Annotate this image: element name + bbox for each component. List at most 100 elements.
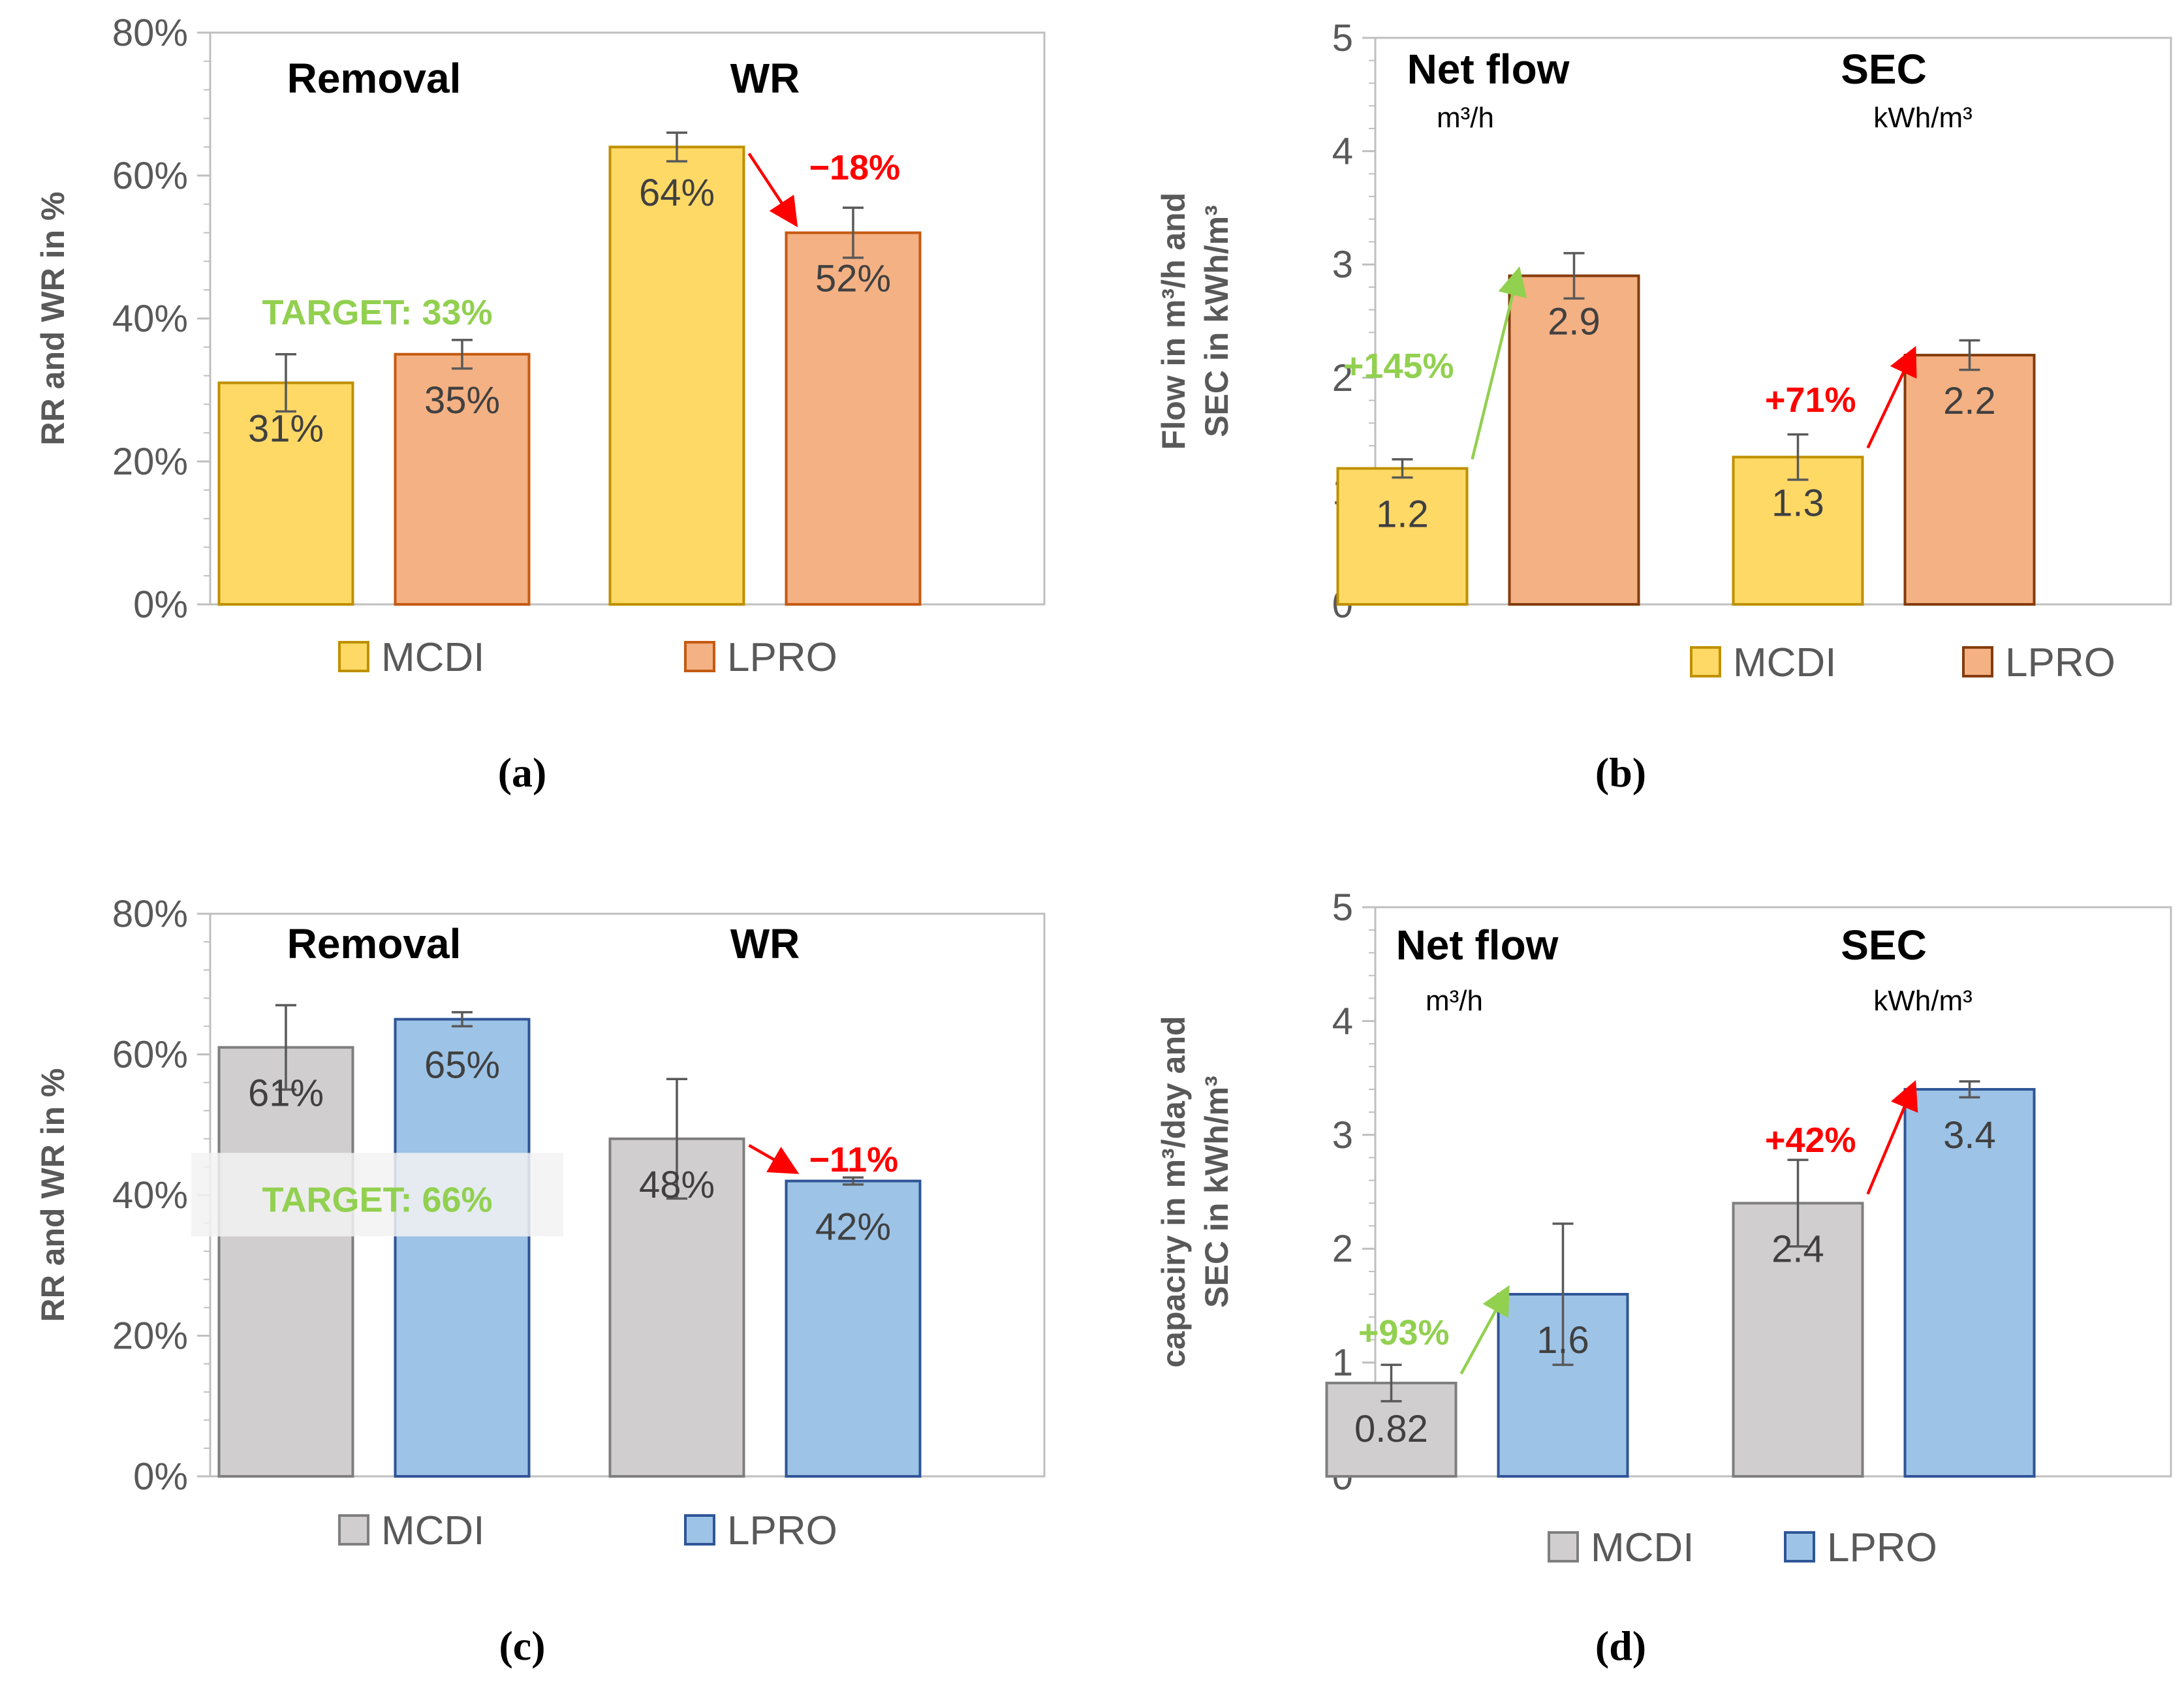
legend-swatch-mcdi (338, 641, 369, 672)
panel-caption: (d) (1595, 1623, 1646, 1669)
change-label: +93% (1358, 1313, 1450, 1352)
bar-lpro (785, 1179, 922, 1478)
panel-caption: (c) (499, 1623, 545, 1669)
data-label: 61% (248, 1072, 324, 1115)
target-box (191, 1153, 563, 1237)
y-axis-label: SEC in kWh/m³ (1198, 1076, 1235, 1308)
change-label: +145% (1343, 347, 1454, 386)
legend-swatch-mcdi (1548, 1531, 1579, 1563)
legend-label-lpro: LPRO (727, 635, 837, 680)
target-label: TARGET: 66% (262, 1180, 492, 1219)
bar-lpro (1903, 354, 2036, 606)
y-tick-label: 40% (112, 1174, 188, 1217)
legend-label-lpro: LPRO (1827, 1525, 1937, 1570)
bar-lpro (785, 231, 922, 606)
change-arrow (1866, 1080, 1918, 1195)
data-label: 2.4 (1771, 1228, 1824, 1270)
group-unit: kWh/m³ (1873, 102, 1973, 134)
y-tick-label: 2 (1332, 1228, 1353, 1270)
group-unit: m³/h (1437, 102, 1494, 134)
group-title: SEC (1841, 922, 1927, 969)
change-label: −11% (809, 1140, 899, 1179)
y-axis-label: capaciry in m³/day and (1155, 1016, 1192, 1367)
group-title: Removal (287, 920, 461, 967)
legend-label-mcdi: MCDI (381, 1508, 484, 1553)
data-label: 65% (424, 1044, 500, 1087)
data-label: 48% (639, 1164, 715, 1206)
bar-mcdi (1732, 1202, 1864, 1478)
y-tick-label: 5 (1332, 886, 1353, 929)
data-label: 42% (815, 1205, 891, 1248)
data-label: 35% (424, 379, 500, 422)
y-tick-label: 3 (1332, 1114, 1353, 1157)
bar-lpro (1903, 1088, 2036, 1478)
y-tick-label: 4 (1332, 1000, 1353, 1042)
change-label: +71% (1765, 381, 1856, 420)
y-tick-label: 40% (112, 298, 188, 340)
data-label: 52% (815, 258, 891, 300)
group-title: Net flow (1407, 46, 1570, 93)
change-arrow (1459, 1285, 1510, 1375)
data-label: 3.4 (1943, 1114, 1996, 1157)
data-label: 1.6 (1537, 1319, 1589, 1361)
y-tick-label: 0% (133, 583, 188, 626)
legend-swatch-mcdi (338, 1514, 369, 1546)
bar-mcdi (608, 146, 745, 606)
y-tick-label: 80% (112, 893, 188, 935)
legend-label-mcdi: MCDI (1733, 640, 1836, 685)
legend-swatch-lpro (684, 1514, 715, 1546)
legend-label-lpro: LPRO (2005, 640, 2115, 685)
group-title: WR (730, 920, 800, 967)
y-tick-label: 0% (133, 1455, 188, 1498)
change-arrow (1866, 345, 1917, 449)
group-unit: kWh/m³ (1873, 985, 1973, 1017)
legend-label-lpro: LPRO (727, 1508, 837, 1553)
legend-label-mcdi: MCDI (1591, 1525, 1694, 1570)
group-title: WR (730, 55, 800, 102)
panel-caption: (a) (498, 749, 547, 796)
y-tick-label: 3 (1332, 243, 1353, 286)
panel-caption: (b) (1595, 749, 1646, 796)
legend-swatch-lpro (684, 641, 715, 672)
bar-lpro (394, 1018, 531, 1478)
chart-panel-a: 0% 20% 40% 60% 80% RR and WR in % Removal 31% 35… (0, 0, 1092, 847)
group-title: Net flow (1396, 922, 1559, 969)
legend-swatch-mcdi (1690, 646, 1721, 677)
y-tick-label: 20% (112, 441, 188, 483)
y-tick-label: 1 (1332, 1342, 1353, 1384)
data-label: 2.2 (1943, 380, 1996, 422)
data-label: 31% (248, 408, 324, 450)
chart-c-svg: 0% 20% 40% 60% 80% RR and WR in % Removal 61% 65… (35, 893, 1046, 1669)
chart-panel-c: 0% 20% 40% 60% 80% RR and WR in % Removal 61% 65… (0, 847, 1092, 1695)
change-arrow (747, 152, 798, 228)
bar-mcdi (1732, 456, 1864, 606)
bar-lpro (1508, 274, 1640, 606)
legend-label-mcdi: MCDI (381, 635, 484, 680)
y-tick-label: 2 (1332, 357, 1353, 399)
data-label: 1.2 (1376, 493, 1429, 536)
bar-mcdi (217, 1046, 354, 1478)
change-arrow (748, 1143, 800, 1174)
group-title: Removal (287, 55, 461, 102)
change-arrow (1471, 266, 1527, 460)
change-label: +42% (1765, 1121, 1856, 1160)
data-label: 1.3 (1771, 482, 1824, 524)
y-axis-label: SEC in kWh/m³ (1198, 205, 1235, 437)
change-label: −18% (809, 148, 901, 187)
y-tick-label: 80% (112, 12, 188, 54)
y-tick-label: 20% (112, 1315, 188, 1358)
data-label: 64% (639, 172, 715, 214)
target-label: TARGET: 33% (262, 293, 492, 332)
data-label: 2.9 (1548, 301, 1600, 343)
data-label: 0.82 (1354, 1408, 1428, 1450)
group-title: SEC (1841, 46, 1927, 93)
y-tick-label: 5 (1332, 17, 1353, 59)
chart-a-svg: 0% 20% 40% 60% 80% RR and WR in % Removal 31% 35… (35, 12, 1046, 796)
y-tick-label: 4 (1332, 131, 1353, 173)
legend-swatch-lpro (1784, 1531, 1815, 1563)
legend-swatch-lpro (1962, 646, 1993, 677)
y-axis-label: RR and WR in % (35, 1068, 71, 1322)
